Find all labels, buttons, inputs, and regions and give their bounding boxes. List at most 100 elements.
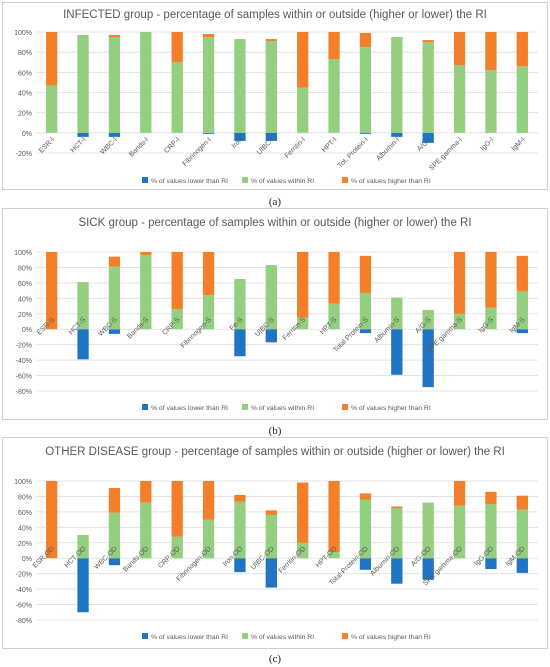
bar-higher [297,482,309,543]
y-tick-label: 60% [18,510,32,517]
bar-within [265,514,277,559]
bar-within [359,47,372,133]
x-tick-label: Fibrinogen-I [182,136,213,167]
chart-other-disease: OTHER DISEASE group - percentage of samp… [14,446,538,641]
y-tick-label: 40% [18,296,32,303]
bar-higher [108,487,121,513]
bar-higher [297,32,309,88]
panel-label-a: (a) [268,196,282,208]
bar-lower [359,558,372,570]
bar-within [485,504,497,559]
bar-within [485,70,497,133]
bar-higher [297,252,309,318]
y-tick-label: 60% [18,70,32,77]
legend-swatch [342,404,348,410]
bar-higher [202,34,215,38]
x-tick-label: HCT-I [70,136,88,154]
chart-infected: INFECTED group - percentage of samples w… [14,9,538,185]
bar-lower [516,558,528,573]
bar-within [485,307,497,330]
bar-lower [422,558,434,580]
x-tick-label: Ferritin-OD [278,545,307,574]
bar-higher [46,481,58,559]
chart-title: SICK group - percentage of samples withi… [78,217,471,229]
bar-lower [108,329,121,334]
bar-within [359,499,372,559]
bar-lower [485,558,497,570]
legend-label: % of values lower than RI [151,634,228,641]
bar-within [328,303,340,330]
bar-within [328,552,340,559]
y-tick-label: 40% [18,91,32,98]
y-tick-label: 100% [14,250,32,257]
bar-lower [422,132,434,143]
bar-higher [516,255,528,292]
bar-within [391,297,403,330]
bar-within [453,505,466,559]
bar-within [453,313,466,330]
y-tick-label: -40% [16,358,32,365]
bar-lower [234,329,246,357]
y-tick-label: 80% [18,50,32,57]
bar-higher [359,33,372,48]
bar-higher [328,32,340,60]
bar-higher [485,32,497,71]
legend-swatch [342,633,348,639]
y-tick-label: 100% [14,479,32,486]
legend-label: % of values within RI [251,405,314,412]
bar-higher [171,481,183,537]
y-tick-label: -60% [16,603,32,610]
bar-higher [108,256,121,267]
x-tick-label: Bands-OD [122,545,150,573]
bar-within [234,279,246,330]
bar-higher [202,252,215,296]
bar-lower [265,558,277,588]
bar-within [77,282,89,330]
bar-within [171,309,183,330]
x-tick-label: IgM-I [510,136,526,152]
legend-label: % of values higher than RI [351,634,431,641]
legend-swatch [142,633,148,639]
bar-within [422,309,434,330]
bar-within [297,87,309,133]
bar-lower [265,329,277,343]
bar-within [297,317,309,330]
bar-within [359,292,372,330]
bar-within [202,37,215,133]
bar-higher [453,252,466,314]
bar-higher [46,252,58,330]
bar-within [77,535,89,559]
bar-lower [77,558,89,613]
y-tick-label: -80% [16,618,32,625]
bar-within [422,42,434,133]
bar-within [171,536,183,559]
legend-swatch [342,177,348,183]
bar-higher [171,252,183,310]
bar-within [77,35,89,133]
y-tick-label: 80% [18,494,32,501]
bar-higher [453,32,466,66]
bar-lower [359,132,372,134]
bar-higher [328,252,340,304]
legend-label: % of values within RI [251,178,314,185]
bar-within [234,501,246,559]
x-tick-label: HPT-I [321,136,339,154]
bar-higher [516,495,528,510]
bar-higher [359,493,372,500]
y-tick-label: 0% [22,131,32,138]
y-tick-label: 20% [18,111,32,118]
bar-higher [202,481,215,520]
bar-within [140,32,152,133]
legend-swatch [142,404,148,410]
bar-within [391,37,403,133]
y-tick-label: -20% [16,151,32,158]
y-tick-label: 20% [18,312,32,319]
bar-within [234,39,246,133]
bar-within [140,255,152,330]
bar-within [108,512,121,559]
bar-within [108,266,121,330]
x-tick-label: Albumin-I [375,136,401,162]
bar-within [265,41,277,133]
y-tick-label: 0% [22,327,32,334]
bar-within [265,265,277,330]
